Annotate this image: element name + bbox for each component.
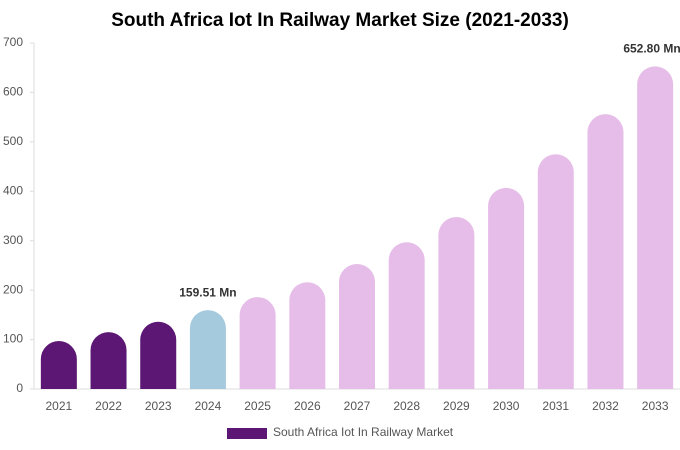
bar xyxy=(488,187,525,389)
y-tick-label: 100 xyxy=(3,332,23,346)
x-tick-label: 2021 xyxy=(45,399,72,413)
x-tick-label: 2032 xyxy=(592,399,619,413)
bar xyxy=(637,66,674,389)
bar xyxy=(189,310,226,389)
y-tick-label: 0 xyxy=(16,381,23,395)
x-tick-label: 2025 xyxy=(244,399,271,413)
x-tick-label: 2022 xyxy=(95,399,122,413)
y-tick-label: 700 xyxy=(3,35,23,49)
x-tick-label: 2030 xyxy=(493,399,520,413)
x-tick-label: 2028 xyxy=(393,399,420,413)
y-tick-label: 300 xyxy=(3,233,23,247)
x-tick-label: 2026 xyxy=(294,399,321,413)
x-tick-label: 2029 xyxy=(443,399,470,413)
bar xyxy=(140,321,177,389)
bar xyxy=(537,154,574,389)
bar xyxy=(239,297,276,389)
bar xyxy=(40,341,77,389)
bar xyxy=(438,216,475,389)
x-tick-label: 2031 xyxy=(542,399,569,413)
bar xyxy=(289,282,326,389)
x-tick-label: 2023 xyxy=(145,399,172,413)
x-tick-label: 2024 xyxy=(195,399,222,413)
x-tick-label: 2033 xyxy=(642,399,669,413)
bar xyxy=(90,332,127,389)
y-tick-label: 500 xyxy=(3,134,23,148)
y-tick-label: 400 xyxy=(3,183,23,197)
bar xyxy=(587,114,624,390)
value-label: 652.80 Mn xyxy=(623,42,680,56)
x-tick-label: 2027 xyxy=(344,399,371,413)
bar xyxy=(388,242,425,389)
y-tick-label: 200 xyxy=(3,282,23,296)
value-label: 159.51 Mn xyxy=(179,285,236,299)
y-tick-label: 600 xyxy=(3,85,23,99)
bar xyxy=(339,263,375,389)
legend-label: South Africa Iot In Railway Market xyxy=(273,425,454,439)
legend-swatch xyxy=(227,428,267,439)
chart-title: South Africa Iot In Railway Market Size … xyxy=(111,10,569,31)
